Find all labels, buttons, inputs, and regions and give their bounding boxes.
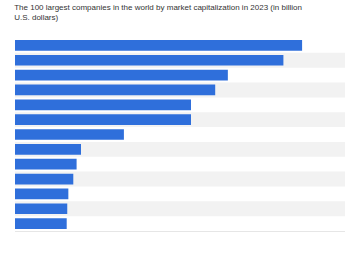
- svg-text:The 100 largest companies in t: The 100 largest companies in the world b…: [14, 3, 302, 22]
